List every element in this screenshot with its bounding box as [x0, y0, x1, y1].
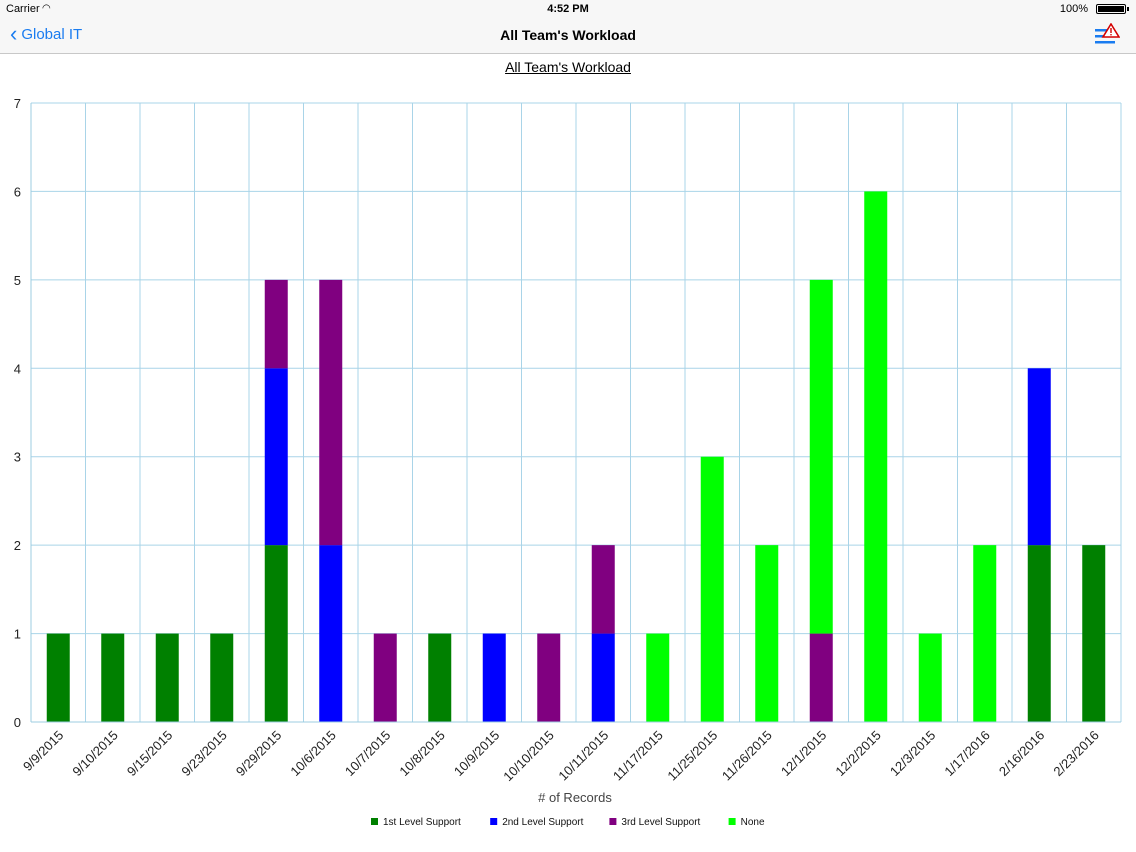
bar-segment: [700, 456, 724, 722]
battery-percent: 100%: [1059, 3, 1088, 15]
y-tick-label: 0: [14, 715, 21, 730]
bar-segment: [591, 545, 615, 634]
legend-swatch: [609, 818, 617, 825]
y-tick-label: 1: [14, 627, 21, 642]
x-tick-label: 9/10/2015: [69, 728, 121, 780]
bar-segment: [264, 545, 288, 722]
y-tick-label: 5: [14, 273, 21, 288]
y-tick-label: 4: [14, 361, 21, 376]
bar-segment: [319, 279, 343, 546]
bar-segment: [918, 633, 942, 722]
bar-segment: [646, 633, 670, 722]
x-tick-label: 10/9/2015: [451, 728, 503, 780]
bar-segment: [1027, 368, 1051, 546]
battery-icon: [1096, 4, 1129, 14]
y-tick-label: 6: [14, 184, 21, 199]
bar-segment: [809, 279, 833, 634]
x-tick-label: 11/17/2015: [610, 728, 666, 784]
bar-segment: [973, 545, 997, 722]
bar-segment: [482, 633, 506, 722]
menu-alert-icon[interactable]: [1094, 23, 1120, 47]
bar-segment: [1082, 545, 1106, 722]
bar-segment: [373, 633, 397, 722]
x-tick-label: 9/29/2015: [233, 728, 285, 780]
nav-bar: ‹ Global IT All Team's Workload: [0, 18, 1136, 54]
x-axis-label: # of Records: [538, 790, 612, 805]
x-tick-label: 10/8/2015: [396, 728, 448, 780]
bar-segment: [428, 633, 452, 722]
x-tick-label: 12/1/2015: [778, 728, 830, 780]
bar-segment: [101, 633, 125, 722]
x-tick-label: 1/17/2016: [941, 728, 993, 780]
bar-segment: [591, 633, 615, 722]
x-tick-label: 10/10/2015: [500, 728, 557, 785]
chart-title: All Team's Workload: [505, 59, 631, 75]
bar-segment: [210, 633, 234, 722]
bar-segment: [264, 279, 288, 369]
x-tick-label: 9/15/2015: [124, 728, 176, 780]
legend-swatch: [371, 818, 378, 825]
y-tick-label: 2: [14, 538, 21, 553]
bar-segment: [755, 545, 779, 722]
bar-segment: [46, 633, 70, 722]
legend-label: 3rd Level Support: [621, 817, 700, 828]
bar-segment: [537, 633, 561, 722]
status-bar: Carrier ◠ 4:52 PM 100%: [0, 0, 1136, 18]
legend-label: 2nd Level Support: [502, 817, 583, 828]
x-tick-label: 12/2/2015: [832, 728, 884, 780]
wifi-icon: ◠: [42, 3, 51, 14]
carrier-label: Carrier: [6, 3, 40, 15]
x-tick-label: 10/11/2015: [555, 728, 611, 784]
status-time: 4:52 PM: [547, 3, 589, 15]
bar-segment: [264, 368, 288, 546]
bar-segment: [319, 545, 343, 722]
x-tick-label: 12/3/2015: [887, 728, 939, 780]
x-tick-label: 10/7/2015: [342, 728, 394, 780]
x-tick-label: 9/23/2015: [178, 728, 230, 780]
bar-segment: [809, 633, 833, 722]
x-tick-label: 2/23/2016: [1050, 728, 1102, 780]
y-tick-label: 7: [14, 96, 21, 111]
legend-label: 1st Level Support: [383, 817, 461, 828]
x-tick-label: 10/6/2015: [287, 728, 339, 780]
bar-segment: [864, 191, 888, 722]
x-tick-label: 9/9/2015: [20, 728, 66, 774]
x-tick-label: 11/25/2015: [664, 728, 720, 784]
page-title: All Team's Workload: [500, 27, 636, 43]
back-button[interactable]: ‹ Global IT: [10, 21, 83, 46]
bar-segment: [1027, 545, 1051, 722]
back-label: Global IT: [21, 25, 83, 43]
legend-swatch: [728, 818, 736, 825]
chevron-left-icon: ‹: [10, 21, 18, 46]
legend-swatch: [490, 818, 498, 825]
y-tick-label: 3: [14, 450, 21, 465]
bar-segment: [155, 633, 179, 722]
x-tick-label: 11/26/2015: [719, 728, 775, 784]
x-tick-label: 2/16/2016: [996, 728, 1048, 780]
legend-label: None: [741, 817, 765, 828]
